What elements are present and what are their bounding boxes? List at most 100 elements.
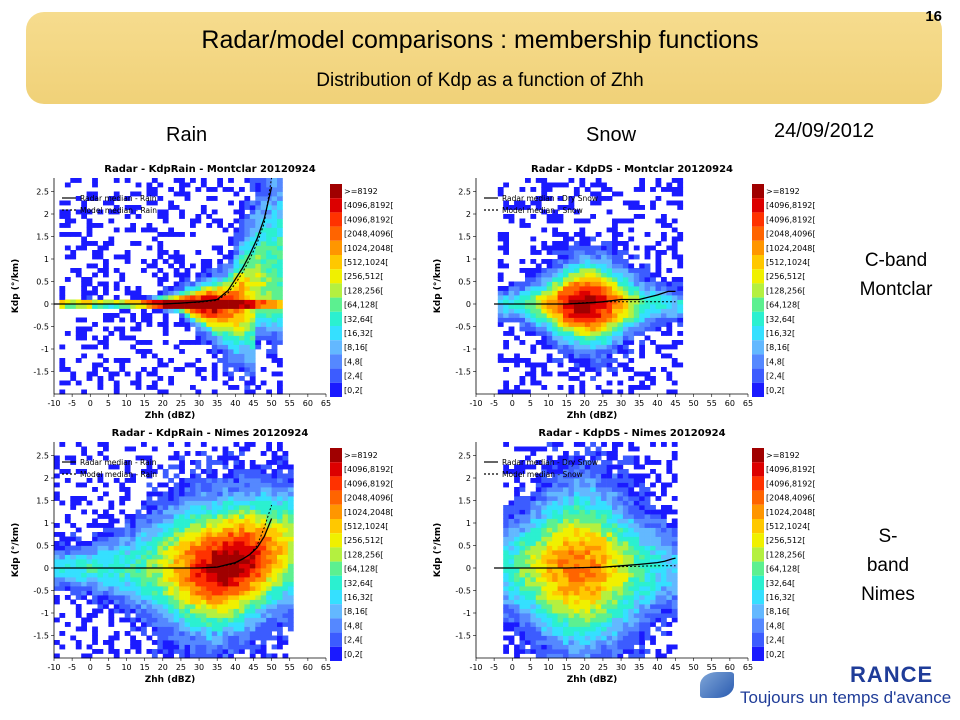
heatmap-cell bbox=[519, 500, 526, 506]
heatmap-cell bbox=[244, 635, 251, 641]
heatmap-cell bbox=[130, 644, 136, 650]
heatmap-cell bbox=[255, 263, 262, 269]
heatmap-cell bbox=[119, 604, 126, 609]
heatmap-cell bbox=[173, 500, 180, 506]
heatmap-cell bbox=[568, 586, 575, 591]
heatmap-cell bbox=[124, 563, 131, 569]
heatmap-cell bbox=[168, 559, 174, 564]
heatmap-cell bbox=[119, 527, 126, 533]
heatmap-cell bbox=[568, 250, 575, 255]
heatmap-cell bbox=[541, 500, 548, 506]
y-tick-label: -1 bbox=[41, 609, 49, 618]
heatmap-cell bbox=[546, 335, 553, 341]
heatmap-cell bbox=[239, 550, 245, 555]
row-label-sband-line2: band bbox=[866, 555, 910, 576]
heatmap-cell bbox=[190, 649, 196, 654]
heatmap-cell bbox=[617, 473, 624, 479]
heatmap-cell bbox=[211, 460, 218, 465]
heatmap-cell bbox=[557, 308, 564, 314]
heatmap-cell bbox=[135, 577, 142, 582]
heatmap-cell bbox=[617, 568, 624, 573]
heatmap-cell bbox=[617, 268, 624, 273]
heatmap-cell bbox=[622, 482, 629, 488]
heatmap-cell bbox=[211, 572, 218, 578]
heatmap-cell bbox=[86, 586, 93, 591]
heatmap-cell bbox=[206, 268, 213, 273]
heatmap-cell bbox=[228, 608, 234, 614]
heatmap-cell bbox=[552, 545, 558, 551]
heatmap-cell bbox=[130, 205, 136, 210]
heatmap-cell bbox=[244, 317, 251, 323]
heatmap-cell bbox=[162, 563, 169, 569]
heatmap-cell bbox=[217, 491, 223, 497]
heatmap-cell bbox=[184, 487, 191, 492]
heatmap-cell bbox=[563, 563, 569, 569]
heatmap-cell bbox=[568, 245, 575, 251]
heatmap-cell bbox=[552, 460, 558, 465]
heatmap-cell bbox=[239, 263, 245, 269]
heatmap-cell bbox=[519, 604, 526, 609]
heatmap-cell bbox=[639, 559, 645, 564]
heatmap-cell bbox=[228, 455, 234, 461]
heatmap-cell bbox=[595, 290, 602, 296]
heatmap-cell bbox=[239, 622, 245, 627]
heatmap-cell bbox=[557, 604, 564, 609]
heatmap-cell bbox=[244, 581, 251, 587]
heatmap-cell bbox=[644, 523, 651, 528]
heatmap-cell bbox=[563, 263, 569, 269]
heatmap-cell bbox=[70, 572, 77, 578]
heatmap-cell bbox=[200, 559, 207, 564]
heatmap-cell bbox=[579, 268, 586, 273]
heatmap-cell bbox=[151, 586, 158, 591]
heatmap-cell bbox=[103, 358, 109, 363]
heatmap-cell bbox=[168, 376, 174, 381]
heatmap-cell bbox=[124, 250, 131, 255]
heatmap-cell bbox=[590, 272, 596, 278]
heatmap-cell bbox=[617, 295, 624, 300]
heatmap-cell bbox=[617, 599, 624, 605]
heatmap-cell bbox=[671, 254, 678, 260]
heatmap-cell bbox=[146, 586, 153, 591]
heatmap-cell bbox=[266, 563, 272, 569]
heatmap-cell bbox=[151, 469, 158, 474]
heatmap-cell bbox=[601, 340, 607, 345]
heatmap-cell bbox=[514, 304, 520, 309]
heatmap-cell bbox=[557, 482, 564, 488]
heatmap-cell bbox=[568, 200, 575, 206]
heatmap-cell bbox=[546, 631, 553, 636]
heatmap-cell bbox=[508, 527, 515, 533]
heatmap-cell bbox=[563, 322, 569, 327]
heatmap-cell bbox=[508, 304, 515, 309]
heatmap-cell bbox=[606, 299, 613, 305]
colorbar-swatch bbox=[330, 226, 342, 241]
heatmap-cell bbox=[579, 263, 586, 269]
heatmap-cell bbox=[249, 617, 256, 623]
heatmap-cell bbox=[151, 385, 158, 390]
heatmap-cell bbox=[584, 563, 591, 569]
heatmap-cell bbox=[168, 631, 174, 636]
heatmap-cell bbox=[75, 613, 82, 618]
heatmap-cell bbox=[173, 322, 180, 327]
heatmap-cell bbox=[508, 290, 515, 296]
heatmap-cell bbox=[579, 344, 586, 350]
heatmap-cell bbox=[157, 500, 164, 506]
heatmap-cell bbox=[530, 514, 537, 519]
heatmap-cell bbox=[70, 536, 77, 542]
heatmap-cell bbox=[200, 644, 207, 650]
heatmap-cell bbox=[563, 455, 569, 461]
heatmap-cell bbox=[233, 349, 240, 354]
heatmap-cell bbox=[162, 595, 169, 600]
heatmap-cell bbox=[622, 514, 629, 519]
heatmap-cell bbox=[606, 563, 613, 569]
heatmap-cell bbox=[590, 617, 596, 623]
heatmap-cell bbox=[568, 604, 575, 609]
heatmap-cell bbox=[552, 209, 558, 215]
heatmap-cell bbox=[211, 595, 218, 600]
heatmap-cell bbox=[92, 250, 98, 255]
heatmap-cell bbox=[601, 389, 607, 395]
heatmap-cell bbox=[113, 550, 120, 555]
heatmap-cell bbox=[584, 290, 591, 296]
heatmap-cell bbox=[633, 281, 640, 287]
heatmap-cell bbox=[119, 586, 126, 591]
heatmap-cell bbox=[628, 295, 635, 300]
